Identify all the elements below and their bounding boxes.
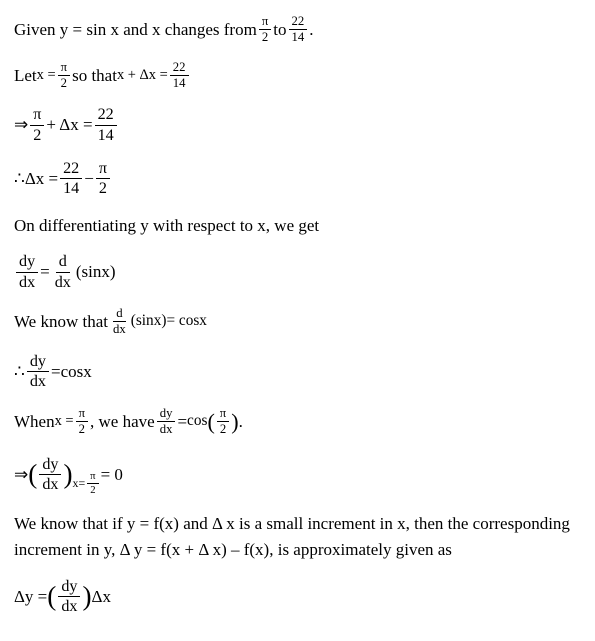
frac-pi-2: π2 [96,159,110,199]
text: (sinx) [76,259,116,285]
text: x = [37,65,56,87]
frac-dy-dx: dydx [157,406,176,438]
dy-eq-line: Δy = ( dydx ) Δx [14,576,581,617]
frac-22-14: 2214 [95,105,117,145]
frac-22-14: 2214 [289,14,308,46]
text: − [84,166,94,192]
frac-22-14: 2214 [170,60,189,92]
lparen-icon: ( [47,576,56,617]
text: ∴ [14,359,25,385]
text: ∴ [14,166,25,192]
eq-line-1: ⇒ π2 + Δx = 2214 [14,105,581,145]
frac-dy-dx: dydx [58,577,80,617]
frac-d-dx: ddx [52,252,74,292]
frac-pi-2: π2 [30,105,44,145]
text: cosx [61,359,92,385]
text: ⇒ [14,462,28,488]
when-line: When x = π2 , we have dydx = cos ( π2 ) … [14,405,581,438]
frac-22-14: 2214 [60,159,82,199]
let-line: Let x = π2 so that x + Δx = 2214 [14,60,581,92]
frac-pi-2: π2 [58,60,70,92]
text: = [51,359,61,385]
dydx-zero-line: ⇒ ( dydx ) x= π2 = 0 [14,452,581,497]
text: x + Δx = [117,65,168,87]
frac-pi-2: π2 [217,406,229,438]
text: Δx [92,584,111,610]
eq-line-2: ∴ Δx = 2214 − π2 [14,159,581,199]
frac-pi-2: π2 [259,14,271,46]
text: x = [55,411,74,433]
text: = cosx [166,310,207,333]
text: Let [14,63,37,89]
rparen-icon: ) [82,576,91,617]
intro-line: Given y = sin x and x changes from π2 to… [14,14,581,46]
text: Δx = [25,166,58,192]
text: . [239,409,243,435]
diff-text: On differentiating y with respect to x, … [14,213,581,239]
text: cos [187,410,207,433]
frac-dy-dx: dydx [16,252,38,292]
increment-text: We know that if y = f(x) and Δ x is a sm… [14,511,581,562]
text: We know that if y = f(x) and Δ x is a sm… [14,514,570,559]
text: On differentiating y with respect to x, … [14,213,319,239]
text: We know that [14,309,108,335]
text: ⇒ [14,112,28,138]
therefore-dydx: ∴ dydx = cosx [14,352,581,392]
text: = [40,259,50,285]
text: . [309,17,313,43]
text: = [177,409,187,435]
text: Given y = sin x and x changes from [14,17,257,43]
frac-pi-2: π2 [76,406,88,438]
text: , we have [90,409,155,435]
frac-d-dx: ddx [110,306,129,338]
frac-dy-dx: dydx [39,455,61,495]
text: = 0 [101,462,123,488]
text: (sinx) [131,310,167,333]
subscript: x= π2 [73,470,101,497]
rparen-icon: ) [63,454,72,495]
text: When [14,409,55,435]
frac-dy-dx: dydx [27,352,49,392]
text: so that [72,63,117,89]
dydx-line: dydx = ddx (sinx) [14,252,581,292]
lparen-icon: ( [28,454,37,495]
know-line: We know that ddx (sinx) = cosx [14,306,581,338]
rparen-icon: ) [231,405,238,438]
text: + Δx = [46,112,92,138]
lparen-icon: ( [207,405,214,438]
text: Δy = [14,584,47,610]
text: to [273,17,286,43]
